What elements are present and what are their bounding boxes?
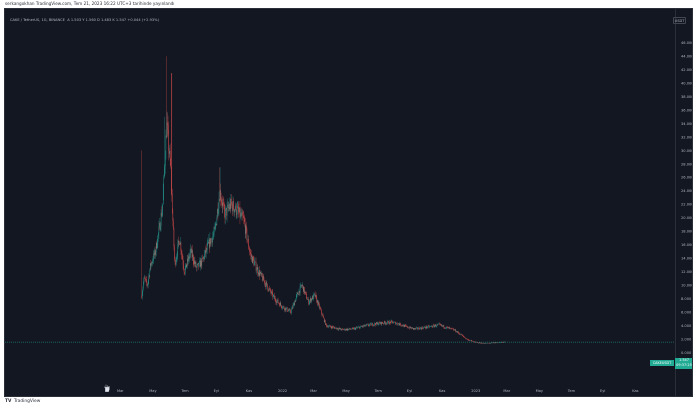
y-tick-label: 2.000 <box>681 337 692 341</box>
y-tick-label: 4.000 <box>681 324 692 328</box>
y-tick-label: 10.000 <box>681 283 693 287</box>
x-tick-label: Kas <box>439 389 445 393</box>
symbol-tag: CAKEUSDT <box>650 360 674 366</box>
tradingview-logo-icon: TV <box>5 399 12 404</box>
x-tick-label: 2023 <box>471 389 480 393</box>
y-tick-label: 8.000 <box>681 297 692 301</box>
y-tick-label: 34.000 <box>681 122 693 126</box>
x-tick-label: May <box>536 389 544 393</box>
price-chart[interactable]: 46.000 44.000 42.000 40.000 38.000 36.000 34.0… <box>5 9 693 397</box>
candle-layer <box>141 56 506 345</box>
x-tick-label: Tem <box>374 389 383 393</box>
y-tick-label: 18.000 <box>681 230 693 234</box>
y-tick-label: 38.000 <box>681 95 693 99</box>
y-tick-label: 30.000 <box>681 149 693 153</box>
chart-panel[interactable]: 46.000 44.000 42.000 40.000 38.000 36.000 34.0… <box>4 8 693 397</box>
price-axis: 46.000 44.000 42.000 40.000 38.000 36.000 34.0… <box>681 41 693 368</box>
y-tick-label: 46.000 <box>681 41 693 45</box>
price-scale-divider <box>675 9 676 396</box>
y-tick-label: 12.000 <box>681 270 693 274</box>
y-tick-label: 22.000 <box>681 203 693 207</box>
x-tick-label: Kas <box>632 389 638 393</box>
currency-button[interactable]: USDT <box>673 17 686 24</box>
y-tick-label: 0.000 <box>681 351 692 355</box>
symbol-title: CAKE / TetherUS, 1G, BINANCE <box>10 18 65 22</box>
x-tick-label: Kas <box>246 389 252 393</box>
symbol-legend[interactable]: CAKE / TetherUS, 1G, BINANCE A 1.503 Y 1… <box>10 18 159 22</box>
y-tick-label: 24.000 <box>681 189 693 193</box>
y-tick-label: 40.000 <box>681 81 693 85</box>
x-tick-label: Mar <box>503 389 510 393</box>
x-tick-label: 2022 <box>278 389 287 393</box>
x-tick-label: Eyl <box>407 389 412 393</box>
x-tick-label: Mar <box>310 389 317 393</box>
x-tick-label: Tem <box>567 389 576 393</box>
y-tick-label: 28.000 <box>681 162 693 166</box>
x-tick-label: May <box>342 389 350 393</box>
ohlc-values: A 1.503 Y 1.560 D 1.483 K 1.547 +0.044 (… <box>67 18 159 22</box>
y-tick-label: 20.000 <box>681 216 693 220</box>
x-tick-label: Tem <box>180 389 189 393</box>
footer-brand-name: TradingView <box>13 399 41 404</box>
cursor-hand-icon[interactable] <box>102 383 112 393</box>
last-price-value: 1.547 <box>678 358 690 362</box>
x-tick-label: May <box>149 389 157 393</box>
x-tick-label: Mar <box>117 389 124 393</box>
last-price-label: 1.547 09:37:25 <box>675 358 692 369</box>
y-tick-label: 14.000 <box>681 257 693 261</box>
x-tick-label: Eyl <box>600 389 605 393</box>
x-tick-label: Eyl <box>214 389 219 393</box>
y-tick-label: 32.000 <box>681 135 693 139</box>
y-tick-label: 36.000 <box>681 108 693 112</box>
y-tick-label: 42.000 <box>681 68 693 72</box>
time-axis: Mar May Tem Eyl Kas 2022 Mar May Tem Eyl Kas 2023 Ma… <box>117 389 639 393</box>
footer-brand: TV TradingView <box>5 399 40 404</box>
y-tick-label: 6.000 <box>681 310 692 314</box>
y-tick-label: 16.000 <box>681 243 693 247</box>
bar-countdown: 09:37:25 <box>676 362 692 367</box>
y-tick-label: 44.000 <box>681 55 693 59</box>
publish-caption: serkangokhan TradingView.com, Tem 21, 20… <box>5 1 175 6</box>
y-tick-label: 26.000 <box>681 176 693 180</box>
